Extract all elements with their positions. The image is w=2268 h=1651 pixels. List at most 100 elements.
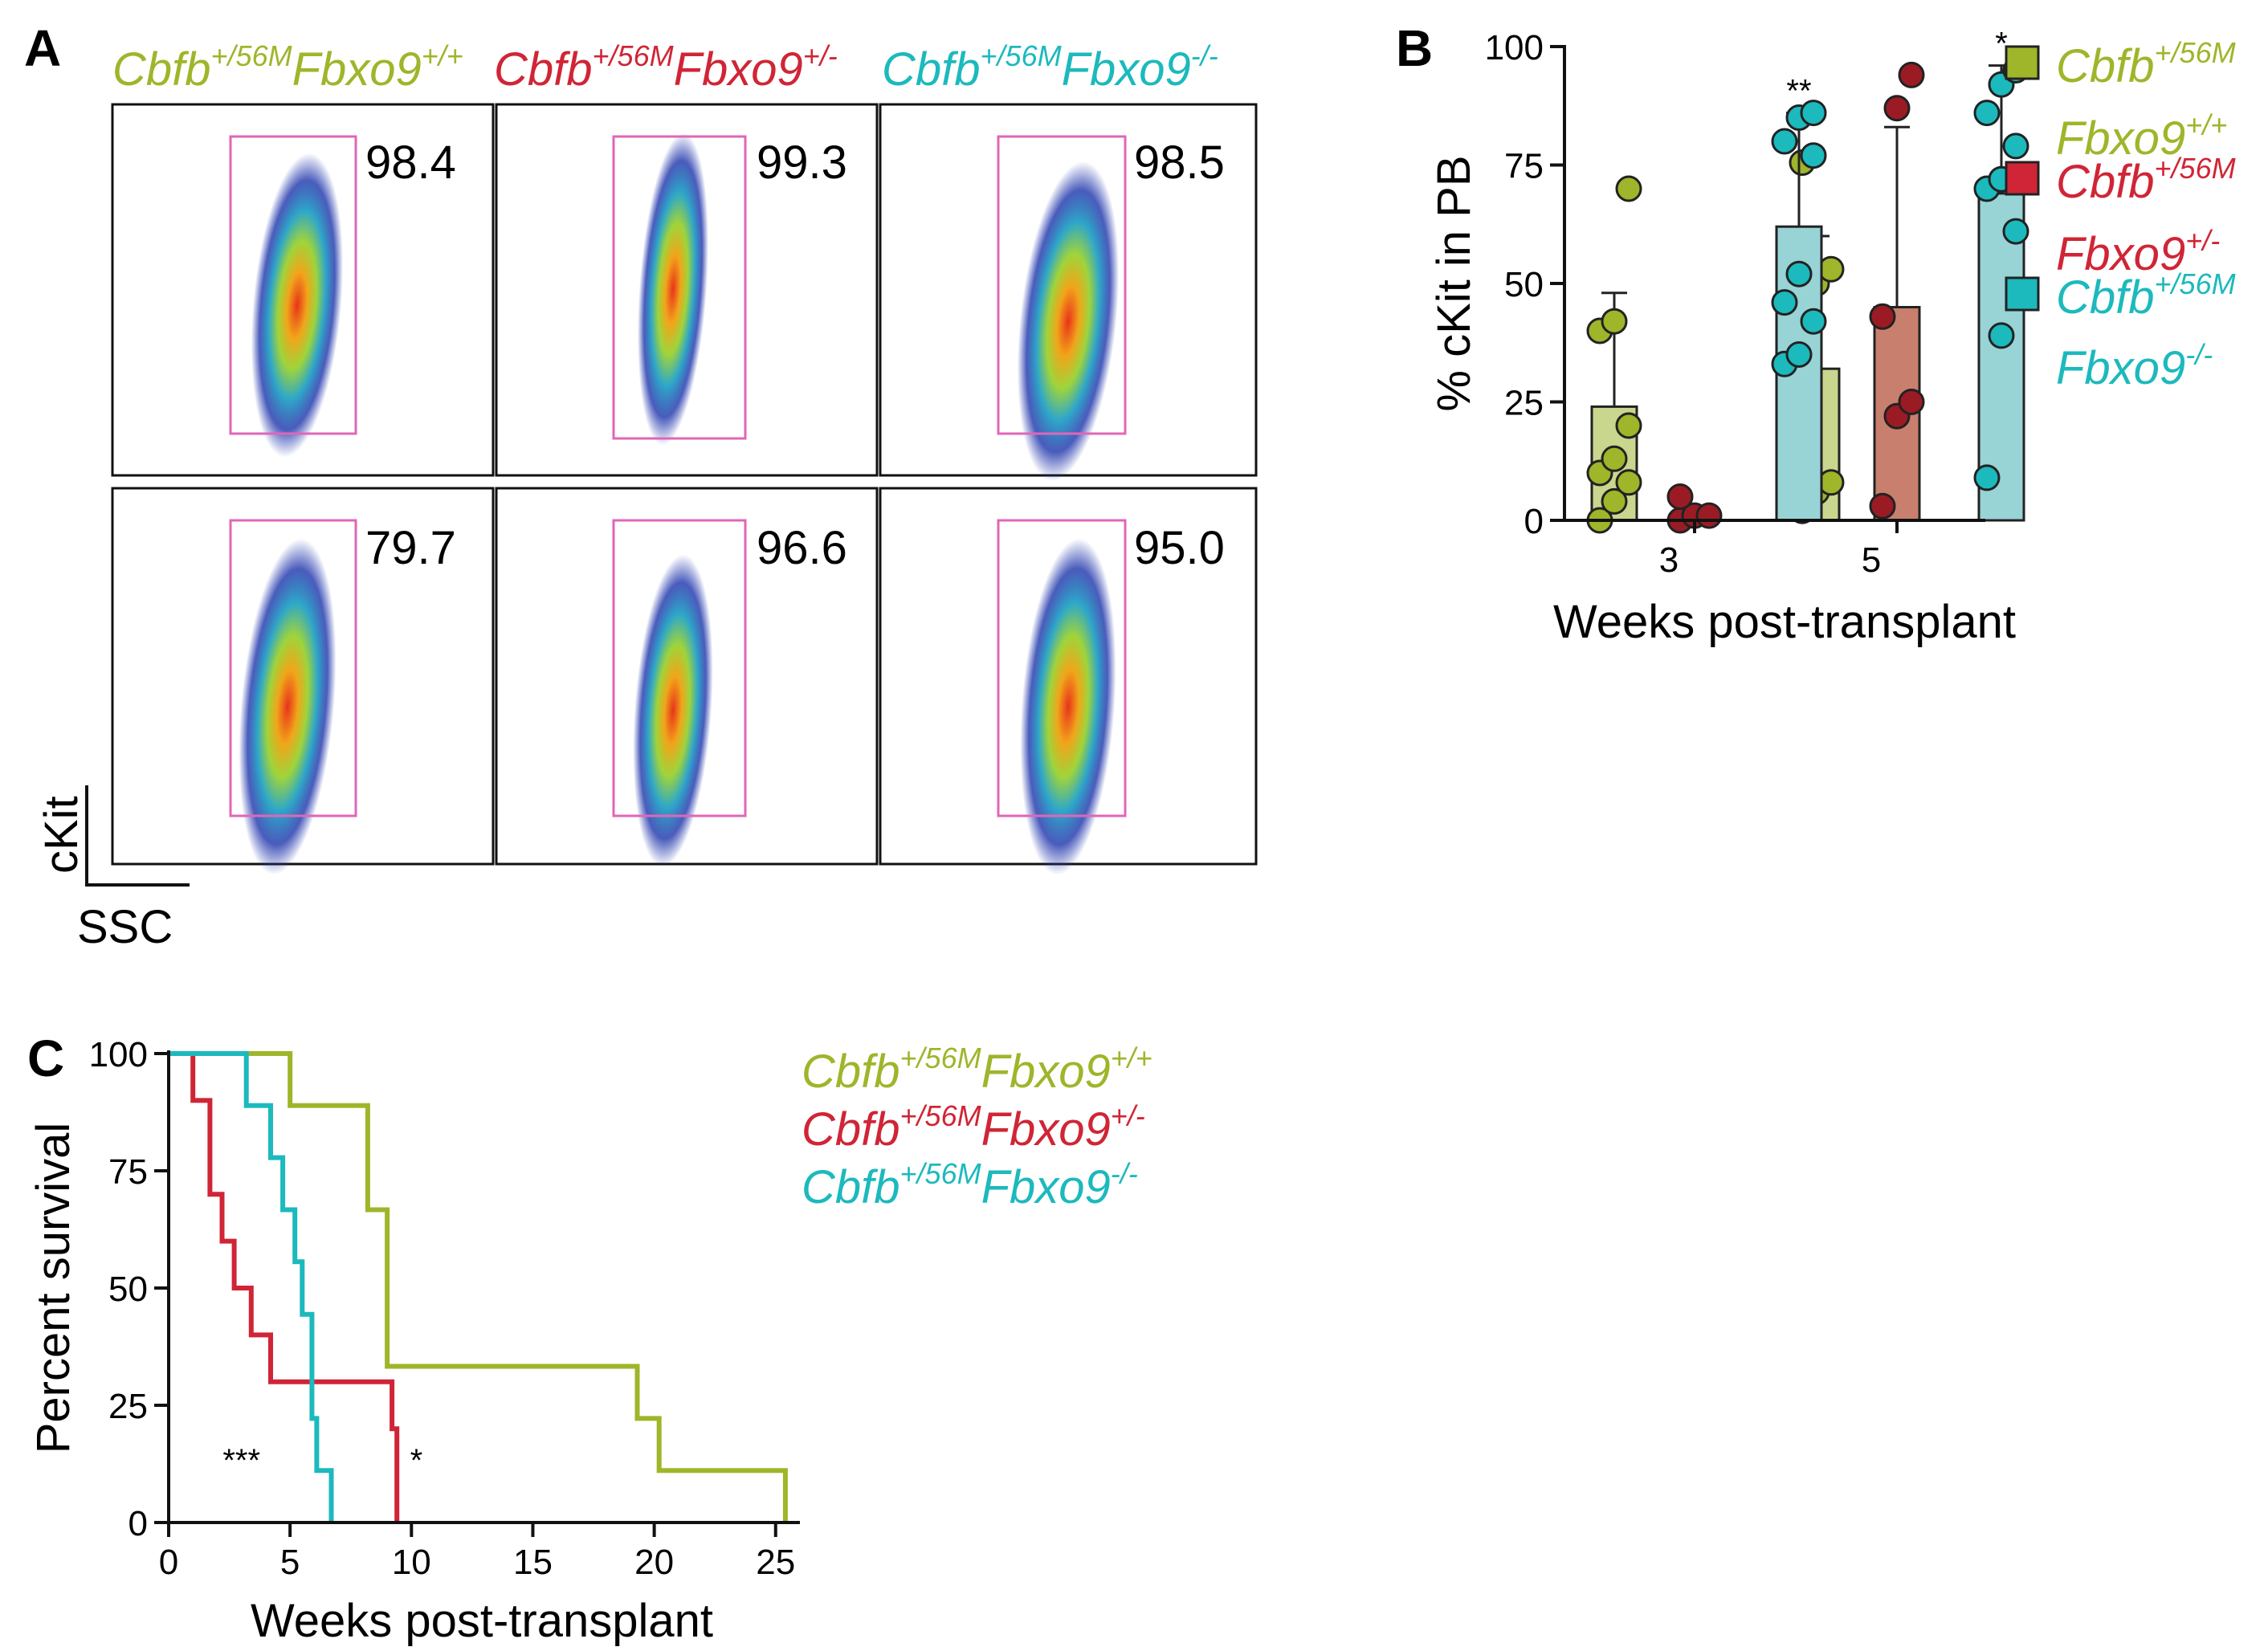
- geno-2-gene2: Fbxo9: [674, 43, 803, 96]
- geno-3-sup1: +/56M: [981, 39, 1062, 72]
- data-point-2-1-0: [1973, 464, 2001, 491]
- c-y-tick-label-100: 100: [89, 1035, 148, 1074]
- geno-2-base: Cbfb: [494, 43, 593, 96]
- gate-r1c1: [229, 135, 357, 435]
- legend-c-2-sup2: +/-: [1111, 1099, 1145, 1132]
- data-point-2-1-2: [2002, 218, 2029, 245]
- panel-a-header-3: Cbfb+/56MFbxo9-/-: [882, 39, 1218, 96]
- panel-b-letter: B: [1396, 19, 1433, 77]
- geno-2-sup1: +/56M: [593, 39, 674, 72]
- geno-3-sup2: -/-: [1191, 39, 1218, 72]
- svg-text:Fbxo9+/+: Fbxo9+/+: [2056, 108, 2227, 165]
- legend-b-3-line1: Cbfb: [2056, 271, 2155, 324]
- flow-plot-r2c3: 95.0: [879, 487, 1258, 875]
- gate-r1c2: [612, 135, 747, 440]
- gate-value-r1c3: 98.5: [1134, 137, 1225, 189]
- legend-c-1-gene2: Fbxo9: [981, 1046, 1111, 1098]
- legend-c: Cbfb+/56MFbxo9+/+ Cbfb+/56MFbxo9+/- Cbfb…: [802, 1042, 1152, 1213]
- c-y-tick-label-50: 50: [108, 1270, 148, 1309]
- survival-curve-1: [169, 1051, 400, 1523]
- c-x-tick-label-20: 20: [634, 1543, 674, 1582]
- c-y-axis-label: Percent survival: [27, 1123, 80, 1454]
- data-point-2-1-5: [2002, 132, 2029, 160]
- c-significance-0: ***: [222, 1443, 260, 1478]
- geno-1-gene2: Fbxo9: [292, 43, 422, 96]
- data-point-0-0-7: [1601, 308, 1628, 335]
- c-x-tick-label-25: 25: [756, 1543, 795, 1582]
- flow-plot-r1c2: 99.3: [495, 103, 879, 477]
- svg-text:Cbfb+/56MFbxo9-/-: Cbfb+/56MFbxo9-/-: [802, 1157, 1138, 1213]
- data-point-2-0-3: [1771, 289, 1798, 316]
- svg-text:Cbfb+/56M: Cbfb+/56M: [2056, 36, 2236, 92]
- c-x-axis-label: Weeks post-transplant: [251, 1595, 713, 1647]
- chart-b: 0 25 50 75 100 3 5 Weeks post-transplant % cKit …: [1428, 26, 2029, 648]
- geno-3-base: Cbfb: [882, 43, 981, 96]
- legend-c-2-gene2: Fbxo9: [981, 1103, 1111, 1156]
- data-point-0-0-2: [1615, 469, 1642, 496]
- data-point-2-0-4: [1785, 260, 1813, 287]
- flow-plot-r2c1: 79.7: [111, 487, 495, 875]
- c-y-tick-label-75: 75: [108, 1152, 148, 1192]
- c-x-tick-label-5: 5: [280, 1543, 300, 1582]
- gate-r1c3: [997, 135, 1127, 435]
- c-x-tick-label-15: 15: [513, 1543, 553, 1582]
- svg-text:Cbfb+/56MFbxo9+/+: Cbfb+/56MFbxo9+/+: [112, 39, 463, 96]
- data-point-1-1-4: [1883, 95, 1911, 122]
- legend-b: Cbfb+/56M Fbxo9+/+ Cbfb+/56M Fbxo9+/- Cb…: [2005, 36, 2236, 394]
- legend-c-3-sup2: -/-: [1111, 1157, 1138, 1190]
- data-point-0-0-5: [1615, 412, 1642, 439]
- data-point-2-0-1: [1785, 341, 1813, 368]
- legend-c-1-base: Cbfb: [802, 1046, 900, 1098]
- c-y-tick-label-0: 0: [128, 1504, 148, 1543]
- data-point-2-0-5: [1800, 142, 1827, 169]
- data-point-2-0-2: [1800, 308, 1827, 335]
- b-y-tick-label-100: 100: [1485, 28, 1544, 67]
- legend-b-1-sup2: +/+: [2185, 108, 2227, 141]
- legend-b-3-sup2: -/-: [2185, 338, 2213, 371]
- data-point-0-0-1: [1601, 487, 1628, 515]
- legend-c-3-base: Cbfb: [802, 1161, 900, 1213]
- b-x-tick-label-5: 5: [1862, 540, 1881, 580]
- data-point-2-0-6: [1771, 128, 1798, 155]
- b-y-tick-label-50: 50: [1504, 265, 1544, 304]
- gate-value-r2c1: 79.7: [365, 522, 456, 574]
- data-point-0-0-4: [1601, 445, 1628, 472]
- legend-b-1-line2: Fbxo9: [2056, 112, 2185, 165]
- legend-c-1-sup2: +/+: [1111, 1042, 1152, 1074]
- geno-1-sup2: +/+: [422, 39, 463, 72]
- legend-c-3-gene2: Fbxo9: [981, 1161, 1111, 1213]
- geno-3-gene2: Fbxo9: [1062, 43, 1191, 96]
- chart-c: 0 25 50 75 100 0 5 10 15 20 25 Weeks post-transplan…: [27, 1035, 800, 1647]
- b-x-axis-label: Weeks post-transplant: [1553, 596, 2016, 648]
- flow-plot-r2c2: 96.6: [495, 487, 879, 867]
- data-point-1-0-2: [1695, 502, 1723, 529]
- legend-b-1-sup1: +/56M: [2155, 36, 2236, 69]
- survival-curve-2: [169, 1051, 334, 1523]
- data-point-1-1-0: [1869, 492, 1896, 520]
- svg-text:Cbfb+/56MFbxo9+/-: Cbfb+/56MFbxo9+/-: [494, 39, 838, 96]
- legend-c-2-sup1: +/56M: [900, 1099, 981, 1132]
- data-point-1-1-2: [1898, 389, 1925, 415]
- svg-text:Fbxo9-/-: Fbxo9-/-: [2056, 338, 2213, 394]
- b-y-tick-label-75: 75: [1504, 147, 1544, 186]
- legend-b-swatch-3: [2005, 276, 2040, 312]
- gate-r2c2: [612, 519, 747, 817]
- c-x-tick-label-10: 10: [392, 1543, 431, 1582]
- data-point-0-0-8: [1615, 175, 1642, 202]
- b-significance-0: **: [1786, 74, 1811, 109]
- geno-2-sup2: +/-: [803, 39, 838, 72]
- legend-b-swatch-2: [2005, 161, 2040, 196]
- data-point-1-1-5: [1898, 61, 1925, 88]
- legend-b-swatch-1: [2005, 45, 2040, 80]
- panel-a-letter: A: [24, 19, 61, 77]
- c-significance-1: *: [410, 1443, 423, 1478]
- legend-c-3-sup1: +/56M: [900, 1157, 981, 1190]
- legend-b-2-sup2: +/-: [2185, 224, 2220, 257]
- c-x-tick-label-0: 0: [159, 1543, 178, 1582]
- geno-1-base: Cbfb: [112, 43, 211, 96]
- b-y-axis-label: % cKit in PB: [1428, 155, 1480, 411]
- flow-plot-r1c3: 98.5: [879, 103, 1258, 482]
- legend-b-2-line2: Fbxo9: [2056, 228, 2185, 280]
- data-point-2-0-8: [1800, 100, 1827, 127]
